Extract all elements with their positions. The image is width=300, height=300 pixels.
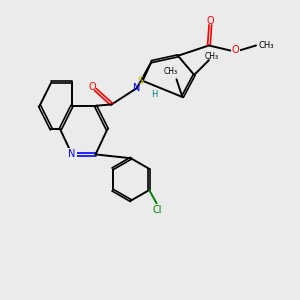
Text: O: O — [232, 45, 239, 55]
Text: O: O — [88, 82, 96, 92]
Text: N: N — [133, 83, 140, 93]
Text: CH₃: CH₃ — [259, 41, 274, 50]
Text: N: N — [68, 149, 76, 159]
Text: O: O — [206, 16, 214, 26]
Text: H: H — [151, 90, 158, 99]
Text: CH₃: CH₃ — [164, 68, 178, 76]
Text: S: S — [137, 76, 143, 86]
Text: CH₃: CH₃ — [205, 52, 219, 61]
Text: Cl: Cl — [153, 205, 162, 215]
